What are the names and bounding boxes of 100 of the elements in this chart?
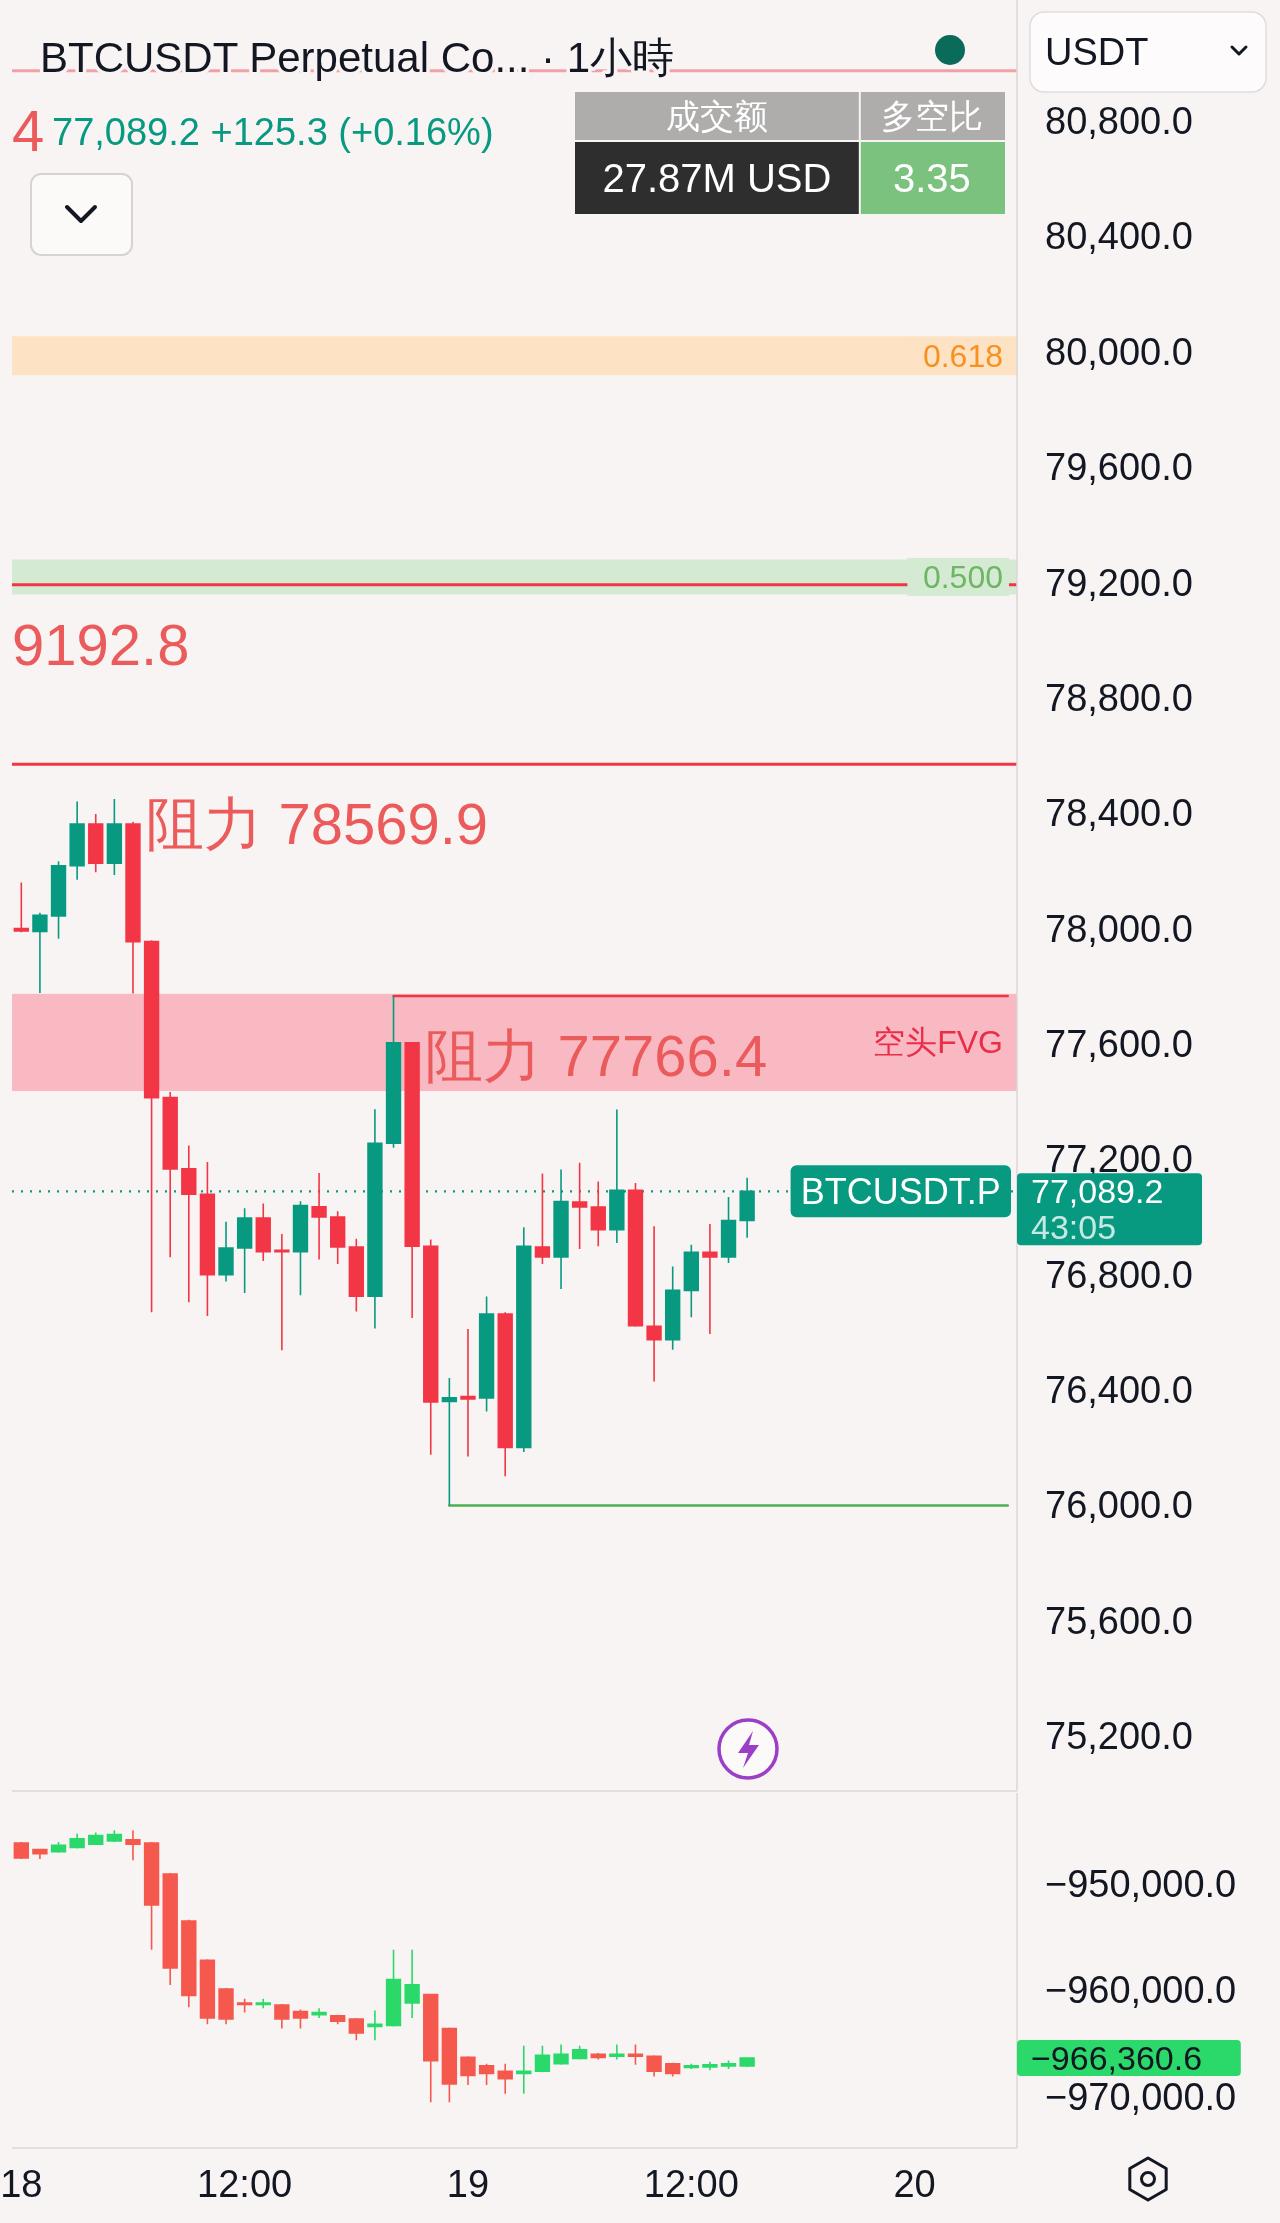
candlestick <box>143 939 160 1314</box>
candlestick <box>125 1829 141 1861</box>
candlestick <box>367 1108 383 1330</box>
text: 43:05 <box>1031 1208 1117 1247</box>
band-label: 0.618 <box>922 337 1003 374</box>
candlestick <box>720 2059 737 2070</box>
y-tick-label: 77,200.0 <box>1045 1138 1193 1181</box>
candlestick <box>50 860 67 940</box>
y-tick-label: 79,200.0 <box>1045 561 1193 604</box>
candlestick <box>292 1200 309 1297</box>
candlestick <box>348 1237 364 1313</box>
candlestick <box>497 2062 513 2095</box>
candlestick <box>181 1144 197 1303</box>
candlestick <box>255 1997 271 2010</box>
candlestick <box>404 1041 420 1319</box>
annotation: 4 <box>12 97 45 163</box>
candlestick <box>720 1196 737 1264</box>
candlestick <box>553 2043 569 2066</box>
candlestick <box>478 2062 495 2086</box>
candlestick <box>497 1311 513 1478</box>
candlestick <box>255 1202 271 1262</box>
candlestick <box>609 2043 625 2061</box>
candlestick <box>106 798 123 876</box>
y-tick-label: −950,000.0 <box>1045 1862 1237 1905</box>
y-tick-label: 78,800.0 <box>1045 676 1193 719</box>
candlestick <box>106 1829 123 1843</box>
candlestick <box>274 1233 290 1352</box>
candlestick <box>665 1265 681 1351</box>
band-label: 0.500 <box>922 558 1003 595</box>
text: BTCUSDT Perpetual Co... · 1小時 <box>40 34 675 81</box>
candlestick <box>236 1997 253 2014</box>
candlestick <box>13 881 29 933</box>
candlestick <box>385 995 402 1149</box>
candlestick <box>702 2060 718 2071</box>
candlestick <box>516 1226 532 1453</box>
annotation: 多空比 <box>880 97 983 135</box>
y-axis-title: USDT <box>1045 31 1149 73</box>
x-tick-label: 12:00 <box>197 2163 293 2205</box>
candlestick <box>385 1948 402 2028</box>
y-tick-label: 80,400.0 <box>1045 215 1193 258</box>
annotation: 3.35 <box>892 156 971 200</box>
candlestick <box>88 1831 104 1845</box>
y-tick-label: 76,000.0 <box>1045 1484 1193 1527</box>
x-tick-label: 18 <box>0 2163 43 2205</box>
annotation: 阻力 77766.4 <box>425 1023 768 1089</box>
candlestick <box>627 2043 644 2066</box>
candlestick <box>460 1328 476 1458</box>
candlestick <box>162 1091 178 1258</box>
text: −966,360.6 <box>1031 2039 1203 2078</box>
candlestick <box>143 1841 160 1951</box>
candlestick <box>423 1993 439 2103</box>
candlestick <box>181 1919 197 2009</box>
y-tick-label: 75,600.0 <box>1045 1599 1193 1642</box>
candlestick <box>330 2013 346 2026</box>
y-tick-label: 78,400.0 <box>1045 792 1193 835</box>
candlestick <box>571 1162 588 1250</box>
candlestick <box>683 2062 699 2070</box>
y-tick-label: −970,000.0 <box>1045 2075 1237 2118</box>
text: 77,089.2 +125.3 (+0.16%) <box>52 111 494 153</box>
y-tick-label: 80,800.0 <box>1045 100 1193 143</box>
band-label: 空头FVG <box>873 1024 1003 1061</box>
candlestick <box>441 1377 458 1507</box>
candlestick <box>311 2007 327 2019</box>
candlestick <box>534 1172 551 1265</box>
y-tick-label: 79,600.0 <box>1045 446 1193 489</box>
candlestick <box>441 2026 458 2103</box>
candlestick <box>460 2055 476 2086</box>
candlestick <box>69 800 85 881</box>
candlestick <box>199 1161 216 1317</box>
candlestick <box>627 1182 644 1328</box>
x-tick-label: 12:00 <box>643 2163 739 2205</box>
candlestick <box>218 1987 234 2026</box>
candlestick <box>423 1238 439 1456</box>
candlestick <box>236 1207 253 1294</box>
candlestick <box>218 1220 234 1283</box>
candlestick <box>274 2003 290 2030</box>
annotation: 9192.8 <box>12 611 190 677</box>
candlestick <box>88 813 104 873</box>
candlestick <box>13 1841 29 1860</box>
y-tick-label: 76,400.0 <box>1045 1369 1193 1412</box>
candlestick <box>32 912 48 994</box>
candlestick <box>571 2044 588 2061</box>
candlestick <box>478 1295 495 1413</box>
annotation: 阻力 78569.9 <box>146 791 489 857</box>
candlestick <box>534 2044 551 2074</box>
ref-line-label: BTCUSDT.P <box>800 1170 1001 1212</box>
y-tick-label: 80,000.0 <box>1045 330 1193 373</box>
y-tick-label: 75,200.0 <box>1045 1715 1193 1758</box>
candlestick <box>702 1223 718 1335</box>
candlestick <box>646 1225 662 1383</box>
x-tick-label: 20 <box>893 2163 936 2205</box>
candlestick <box>50 1841 67 1854</box>
candlestick <box>404 1948 420 2019</box>
annotation: 27.87M USD <box>602 156 832 200</box>
candlestick <box>125 820 141 995</box>
candlestick <box>665 2061 681 2078</box>
candlestick <box>32 1848 48 1860</box>
candlestick <box>516 2044 532 2095</box>
annotation: 成交额 <box>665 97 768 135</box>
candlestick <box>590 1180 606 1247</box>
